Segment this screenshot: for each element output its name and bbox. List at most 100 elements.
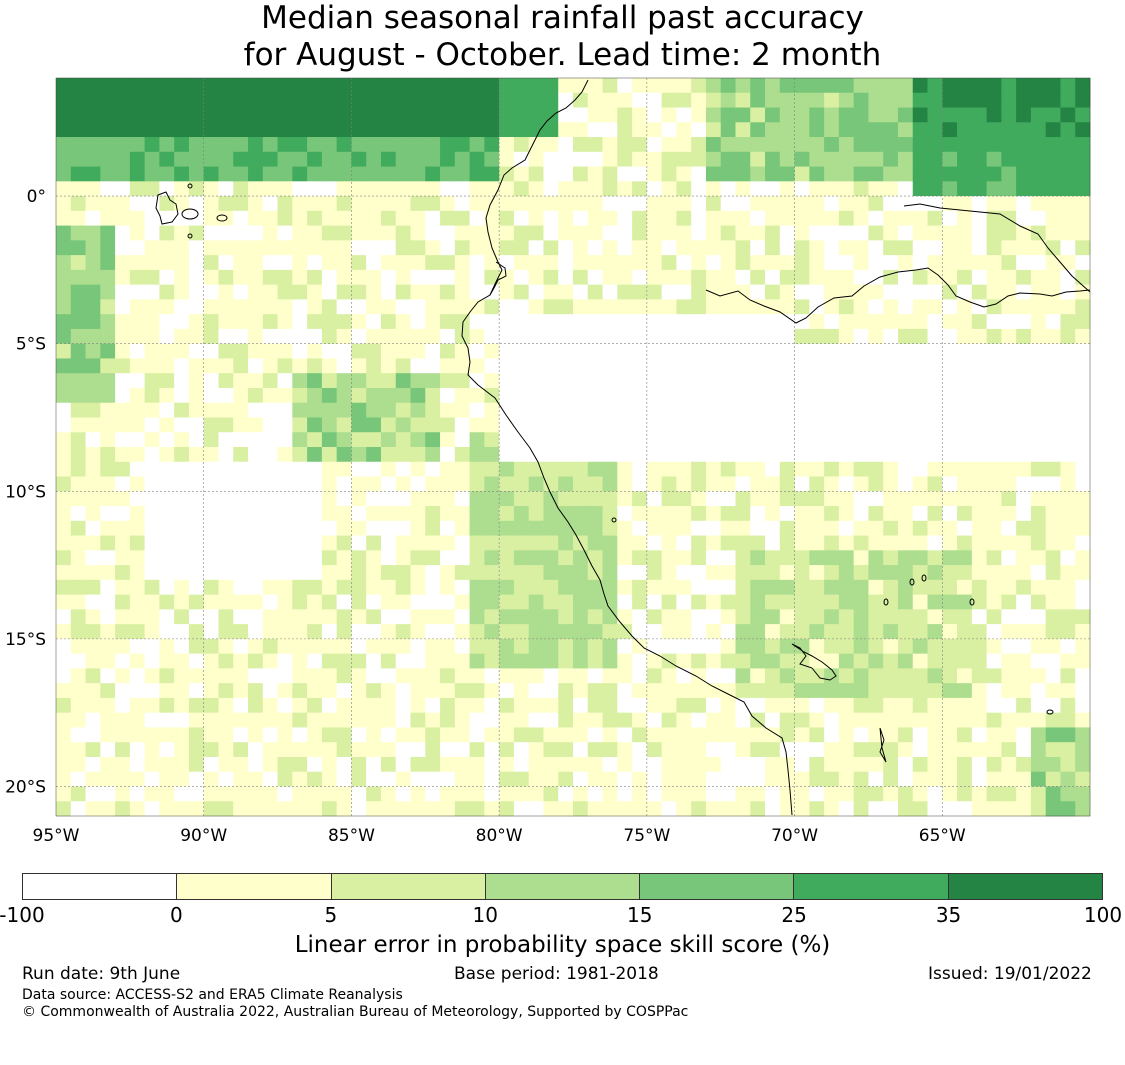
skill-cell [144, 550, 160, 566]
skill-cell [100, 801, 116, 817]
skill-cell [543, 668, 559, 684]
skill-cell [632, 801, 648, 817]
skill-cell [942, 786, 958, 802]
skill-cell [499, 550, 515, 566]
skill-cell [735, 255, 751, 271]
skill-cell [366, 609, 382, 625]
skill-cell [380, 786, 397, 802]
skill-cell [513, 668, 530, 684]
skill-cell [351, 358, 367, 374]
skill-cell [366, 491, 382, 507]
skill-cell [454, 638, 470, 655]
skill-cell [380, 697, 397, 714]
skill-cell [440, 638, 456, 655]
skill-cell [528, 742, 544, 758]
skill-cell [971, 786, 987, 802]
skill-cell [720, 683, 736, 699]
skill-cell [1001, 122, 1017, 138]
skill-cell [174, 343, 190, 359]
skill-cell [838, 92, 855, 108]
skill-cell [602, 786, 618, 802]
skill-cell [410, 387, 426, 404]
skill-cell [883, 535, 899, 551]
skill-cell [85, 255, 101, 271]
skill-cell [661, 240, 677, 256]
skill-cell [824, 756, 840, 773]
skill-cell [824, 78, 840, 94]
skill-cell [1001, 638, 1017, 655]
skill-cell [602, 476, 618, 492]
skill-cell [617, 269, 633, 286]
skill-cell [85, 402, 101, 418]
skill-cell [262, 151, 278, 167]
skill-cell [646, 373, 663, 389]
skill-cell [705, 417, 722, 433]
skill-cell [927, 801, 943, 817]
skill-cell [425, 506, 441, 522]
skill-cell [824, 122, 840, 138]
skill-cell [765, 653, 781, 669]
skill-cell [454, 78, 470, 94]
skill-cell [528, 786, 544, 802]
skill-cell [957, 137, 973, 153]
skill-cell [824, 727, 840, 743]
skill-cell [971, 255, 987, 271]
skill-cell [85, 712, 101, 728]
skill-cell [499, 92, 515, 108]
skill-cell [203, 328, 219, 345]
skill-cell [174, 314, 190, 330]
skill-cell [277, 402, 293, 418]
skill-cell [853, 122, 869, 138]
skill-cell [1075, 328, 1091, 345]
skill-cell [277, 328, 293, 345]
skill-cell [1060, 417, 1076, 433]
skill-cell [336, 402, 352, 418]
skill-cell [100, 565, 116, 581]
skill-cell [986, 387, 1002, 404]
skill-cell [366, 137, 382, 153]
skill-cell [617, 727, 633, 743]
skill-cell [454, 550, 470, 566]
skill-cell [188, 638, 205, 655]
skill-cell [617, 255, 633, 271]
skill-cell [528, 402, 544, 418]
skill-cell [1060, 461, 1076, 477]
skill-cell [528, 417, 544, 433]
skill-cell [454, 402, 470, 418]
skill-cell [307, 756, 323, 773]
skill-cell [543, 697, 559, 714]
skill-cell [100, 653, 116, 669]
skill-cell [1001, 624, 1017, 640]
skill-cell [144, 181, 160, 197]
skill-cell [1001, 225, 1017, 241]
skill-cell [174, 284, 190, 300]
skill-cell [691, 299, 707, 315]
skill-cell [144, 122, 160, 138]
skill-cell [115, 697, 131, 714]
skill-cell [573, 756, 589, 773]
skill-cell [159, 801, 175, 817]
skill-cell [454, 358, 470, 374]
skill-cell [942, 653, 958, 669]
skill-cell [1016, 786, 1032, 802]
skill-cell [174, 742, 190, 758]
skill-cell [188, 447, 205, 463]
skill-cell [1001, 653, 1017, 669]
skill-cell [838, 447, 855, 463]
skill-cell [765, 697, 781, 714]
skill-cell [410, 343, 426, 359]
skill-cell [469, 328, 485, 345]
skill-cell [587, 181, 603, 197]
skill-cell [705, 668, 722, 684]
skill-cell [85, 107, 101, 123]
skill-cell [188, 92, 205, 108]
skill-cell [720, 240, 736, 256]
skill-cell [765, 727, 781, 743]
skill-cell [1060, 506, 1076, 522]
skill-cell [410, 491, 426, 507]
skill-cell [971, 166, 987, 182]
skill-cell [986, 712, 1002, 728]
skill-cell [188, 328, 205, 345]
skill-cell [750, 756, 766, 773]
skill-cell [115, 683, 131, 699]
